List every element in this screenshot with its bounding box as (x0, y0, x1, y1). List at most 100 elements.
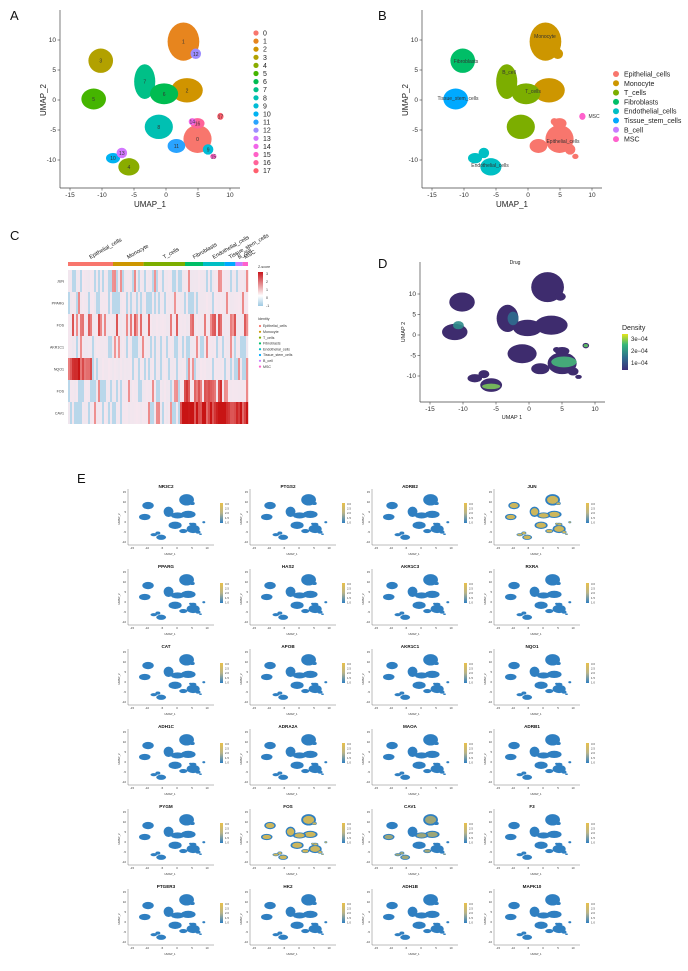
heatmap-cell (178, 292, 181, 314)
feature-blob (407, 586, 418, 597)
umap-cluster (572, 153, 579, 160)
feature-blob (433, 682, 437, 685)
x-tick-label: -5 (405, 706, 408, 710)
heatmap-cell (190, 358, 193, 380)
x-tick-label: 0 (542, 946, 544, 950)
identity-label: Monocyte (263, 330, 279, 334)
x-tick-label: 10 (588, 192, 596, 199)
heatmap-cell (158, 270, 161, 292)
density-legend-tick: 2e−04 (631, 349, 649, 355)
heatmap-cell (180, 292, 183, 314)
heatmap-cell (106, 314, 109, 336)
heatmap-cell (132, 270, 135, 292)
heatmap-cell (236, 336, 239, 358)
heatmap-cell (110, 314, 113, 336)
feature-scale-tick: 3.0 (347, 902, 351, 906)
x-tick-label: -5 (527, 786, 530, 790)
heatmap-cell (206, 402, 209, 424)
heatmap-cell (94, 270, 97, 292)
feature-blob (189, 501, 195, 506)
feature-blob (150, 933, 158, 937)
y-tick-label: 10 (489, 500, 493, 504)
heatmap-cell (84, 336, 87, 358)
cluster-name-label: Endothelial_cells (471, 163, 509, 169)
x-tick-label: -5 (283, 786, 286, 790)
cluster-number-label: 16 (195, 121, 201, 127)
panel-d-density-blobs (442, 272, 590, 392)
feature-scale-tick: 3.0 (591, 902, 595, 906)
heatmap-cell (202, 292, 205, 314)
identity-label: T_cells (263, 336, 275, 340)
heatmap-cell (76, 292, 79, 314)
y-tick-label: 5 (412, 312, 416, 319)
heatmap-cell (202, 270, 205, 292)
heatmap-cell (124, 336, 127, 358)
legend-label: 13 (263, 136, 271, 143)
feature-blob (529, 586, 540, 597)
feature-scale-tick: 1.5 (469, 596, 473, 600)
heatmap-cell (92, 292, 95, 314)
heatmap-cell (134, 402, 137, 424)
panel-d-ylabel: UMAP 2 (401, 322, 407, 342)
heatmap-cell (86, 358, 89, 380)
x-tick-label: 0 (526, 192, 530, 199)
heatmap-cell (228, 336, 231, 358)
cluster-number-label: 2 (186, 88, 189, 94)
density-blob (507, 344, 537, 364)
panel-b-xlabel: UMAP_1 (496, 200, 529, 209)
x-tick-label: -10 (389, 946, 393, 950)
heatmap-cell (162, 380, 165, 402)
heatmap-cell (96, 358, 99, 380)
heatmap-cell (206, 358, 209, 380)
cluster-name-label: Monocyte (534, 34, 556, 40)
y-tick-label: 10 (245, 580, 249, 584)
feature-xlabel: UMAP_1 (164, 952, 176, 956)
heatmap-cell (186, 380, 189, 402)
heatmap-cell (224, 402, 227, 424)
feature-blob (150, 773, 158, 777)
heatmap-cell (132, 402, 135, 424)
feature-scale-tick: 3.0 (469, 742, 473, 746)
x-tick-label: 5 (191, 626, 193, 630)
heatmap-cell (204, 358, 207, 380)
feature-blob (293, 752, 307, 759)
heatmap-cell (78, 336, 81, 358)
heatmap-cell (198, 336, 201, 358)
x-tick-label: -10 (267, 786, 271, 790)
umap-cluster (579, 112, 586, 120)
feature-blob (171, 832, 185, 839)
heatmap-cell (176, 336, 179, 358)
x-tick-label: 5 (557, 866, 559, 870)
zscore-title: Z-score (258, 265, 270, 269)
heatmap-cell (126, 336, 129, 358)
feature-blob (285, 906, 296, 917)
feature-blob (264, 901, 276, 910)
heatmap-cell (232, 336, 235, 358)
feature-blob (545, 608, 554, 614)
feature-scale-tick: 1.0 (225, 680, 229, 684)
heatmap-cell (70, 358, 73, 380)
y-tick-label: 5 (246, 910, 248, 914)
heatmap-cell (178, 380, 181, 402)
heatmap-cell (212, 380, 215, 402)
feature-blob (508, 661, 520, 670)
heatmap-cell (90, 402, 93, 424)
heatmap-cell (210, 336, 213, 358)
feature-blob (278, 614, 289, 620)
heatmap-cell (132, 292, 135, 314)
umap-cluster (496, 64, 518, 99)
feature-blob (521, 771, 527, 775)
feature-scale-tick: 2.5 (347, 507, 351, 511)
heatmap-cell (226, 358, 229, 380)
feature-blob (522, 614, 533, 620)
heatmap-cell (104, 358, 107, 380)
x-tick-label: -15 (374, 626, 378, 630)
heatmap-cell (84, 402, 87, 424)
identity-swatch (258, 348, 262, 351)
feature-blob (179, 528, 188, 534)
heatmap-cell (226, 336, 229, 358)
feature-blob (293, 592, 307, 599)
density-blob (478, 370, 490, 379)
heatmap-cell (106, 358, 109, 380)
